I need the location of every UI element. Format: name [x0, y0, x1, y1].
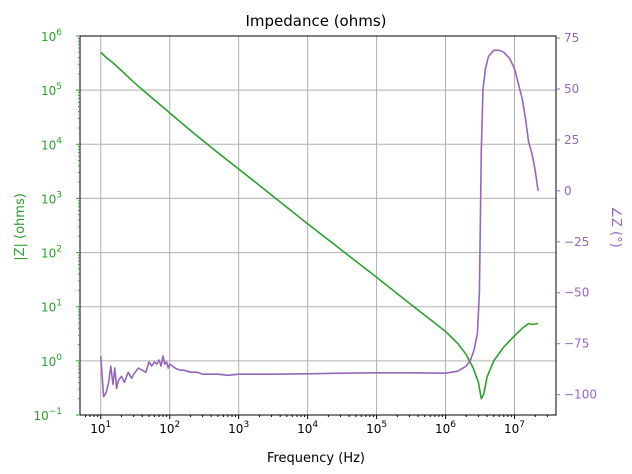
x-tick-label: 106	[435, 420, 456, 436]
series-layer	[100, 49, 539, 400]
x-tick-exponent: 2	[174, 420, 180, 430]
plot-frame	[79, 35, 557, 416]
left-y-tick-exponent: 2	[56, 245, 62, 255]
left-y-tick-label: 102	[41, 245, 62, 261]
x-tick-label: 103	[228, 420, 249, 436]
left-y-tick-label: 10−1	[33, 407, 62, 423]
right-y-tick-label: −75	[564, 337, 589, 351]
x-tick-exponent: 3	[243, 420, 249, 430]
x-tick-exponent: 7	[519, 420, 525, 430]
x-axis-ticks: 101 102 103 104 105 106 107	[84, 415, 548, 436]
left-y-tick-label: 101	[41, 299, 62, 315]
left-y-tick-exponent: 6	[56, 28, 62, 38]
magnitude-series-line	[100, 51, 539, 400]
chart-title: Impedance (ohms)	[245, 12, 386, 30]
left-y-tick-exponent: 5	[56, 82, 62, 92]
right-y-tick-label: 75	[564, 31, 579, 45]
left-y-tick-label: 106	[41, 28, 62, 44]
right-y-tick-label: 0	[564, 184, 572, 198]
left-y-tick-exponent: 3	[56, 190, 62, 200]
x-tick-label: 107	[504, 420, 525, 436]
x-tick-exponent: 1	[106, 420, 112, 430]
grid-lines	[80, 35, 556, 416]
right-y-tick-label: −50	[564, 286, 589, 300]
x-tick-label: 105	[366, 420, 387, 436]
x-tick-label: 101	[90, 420, 111, 436]
left-y-tick-label: 103	[41, 190, 62, 206]
right-y-tick-label: 25	[564, 133, 579, 147]
x-tick-exponent: 6	[450, 420, 456, 430]
x-tick-exponent: 4	[312, 420, 318, 430]
x-tick-label: 102	[159, 420, 180, 436]
right-y-tick-label: −100	[564, 388, 597, 402]
left-y-tick-exponent: 1	[56, 299, 62, 309]
x-axis-label: Frequency (Hz)	[267, 451, 365, 466]
left-y-tick-label: 100	[41, 353, 62, 369]
left-y-tick-exponent: −1	[49, 407, 62, 417]
right-y-axis-ticks: 75 50 25 0 −25 −50 −75 −100	[556, 31, 597, 402]
left-y-tick-exponent: 0	[56, 353, 62, 363]
left-y-tick-exponent: 4	[56, 136, 62, 146]
right-y-axis-label: ∠Z (°)	[608, 206, 623, 247]
x-tick-exponent: 5	[381, 420, 387, 430]
right-y-tick-label: −25	[564, 235, 589, 249]
right-y-tick-label: 50	[564, 82, 579, 96]
left-y-tick-label: 105	[41, 82, 62, 98]
x-tick-label: 104	[297, 420, 318, 436]
left-y-tick-label: 104	[41, 136, 62, 152]
phase-series-line	[100, 49, 539, 398]
left-y-axis-label: |Z| (ohms)	[13, 193, 28, 261]
